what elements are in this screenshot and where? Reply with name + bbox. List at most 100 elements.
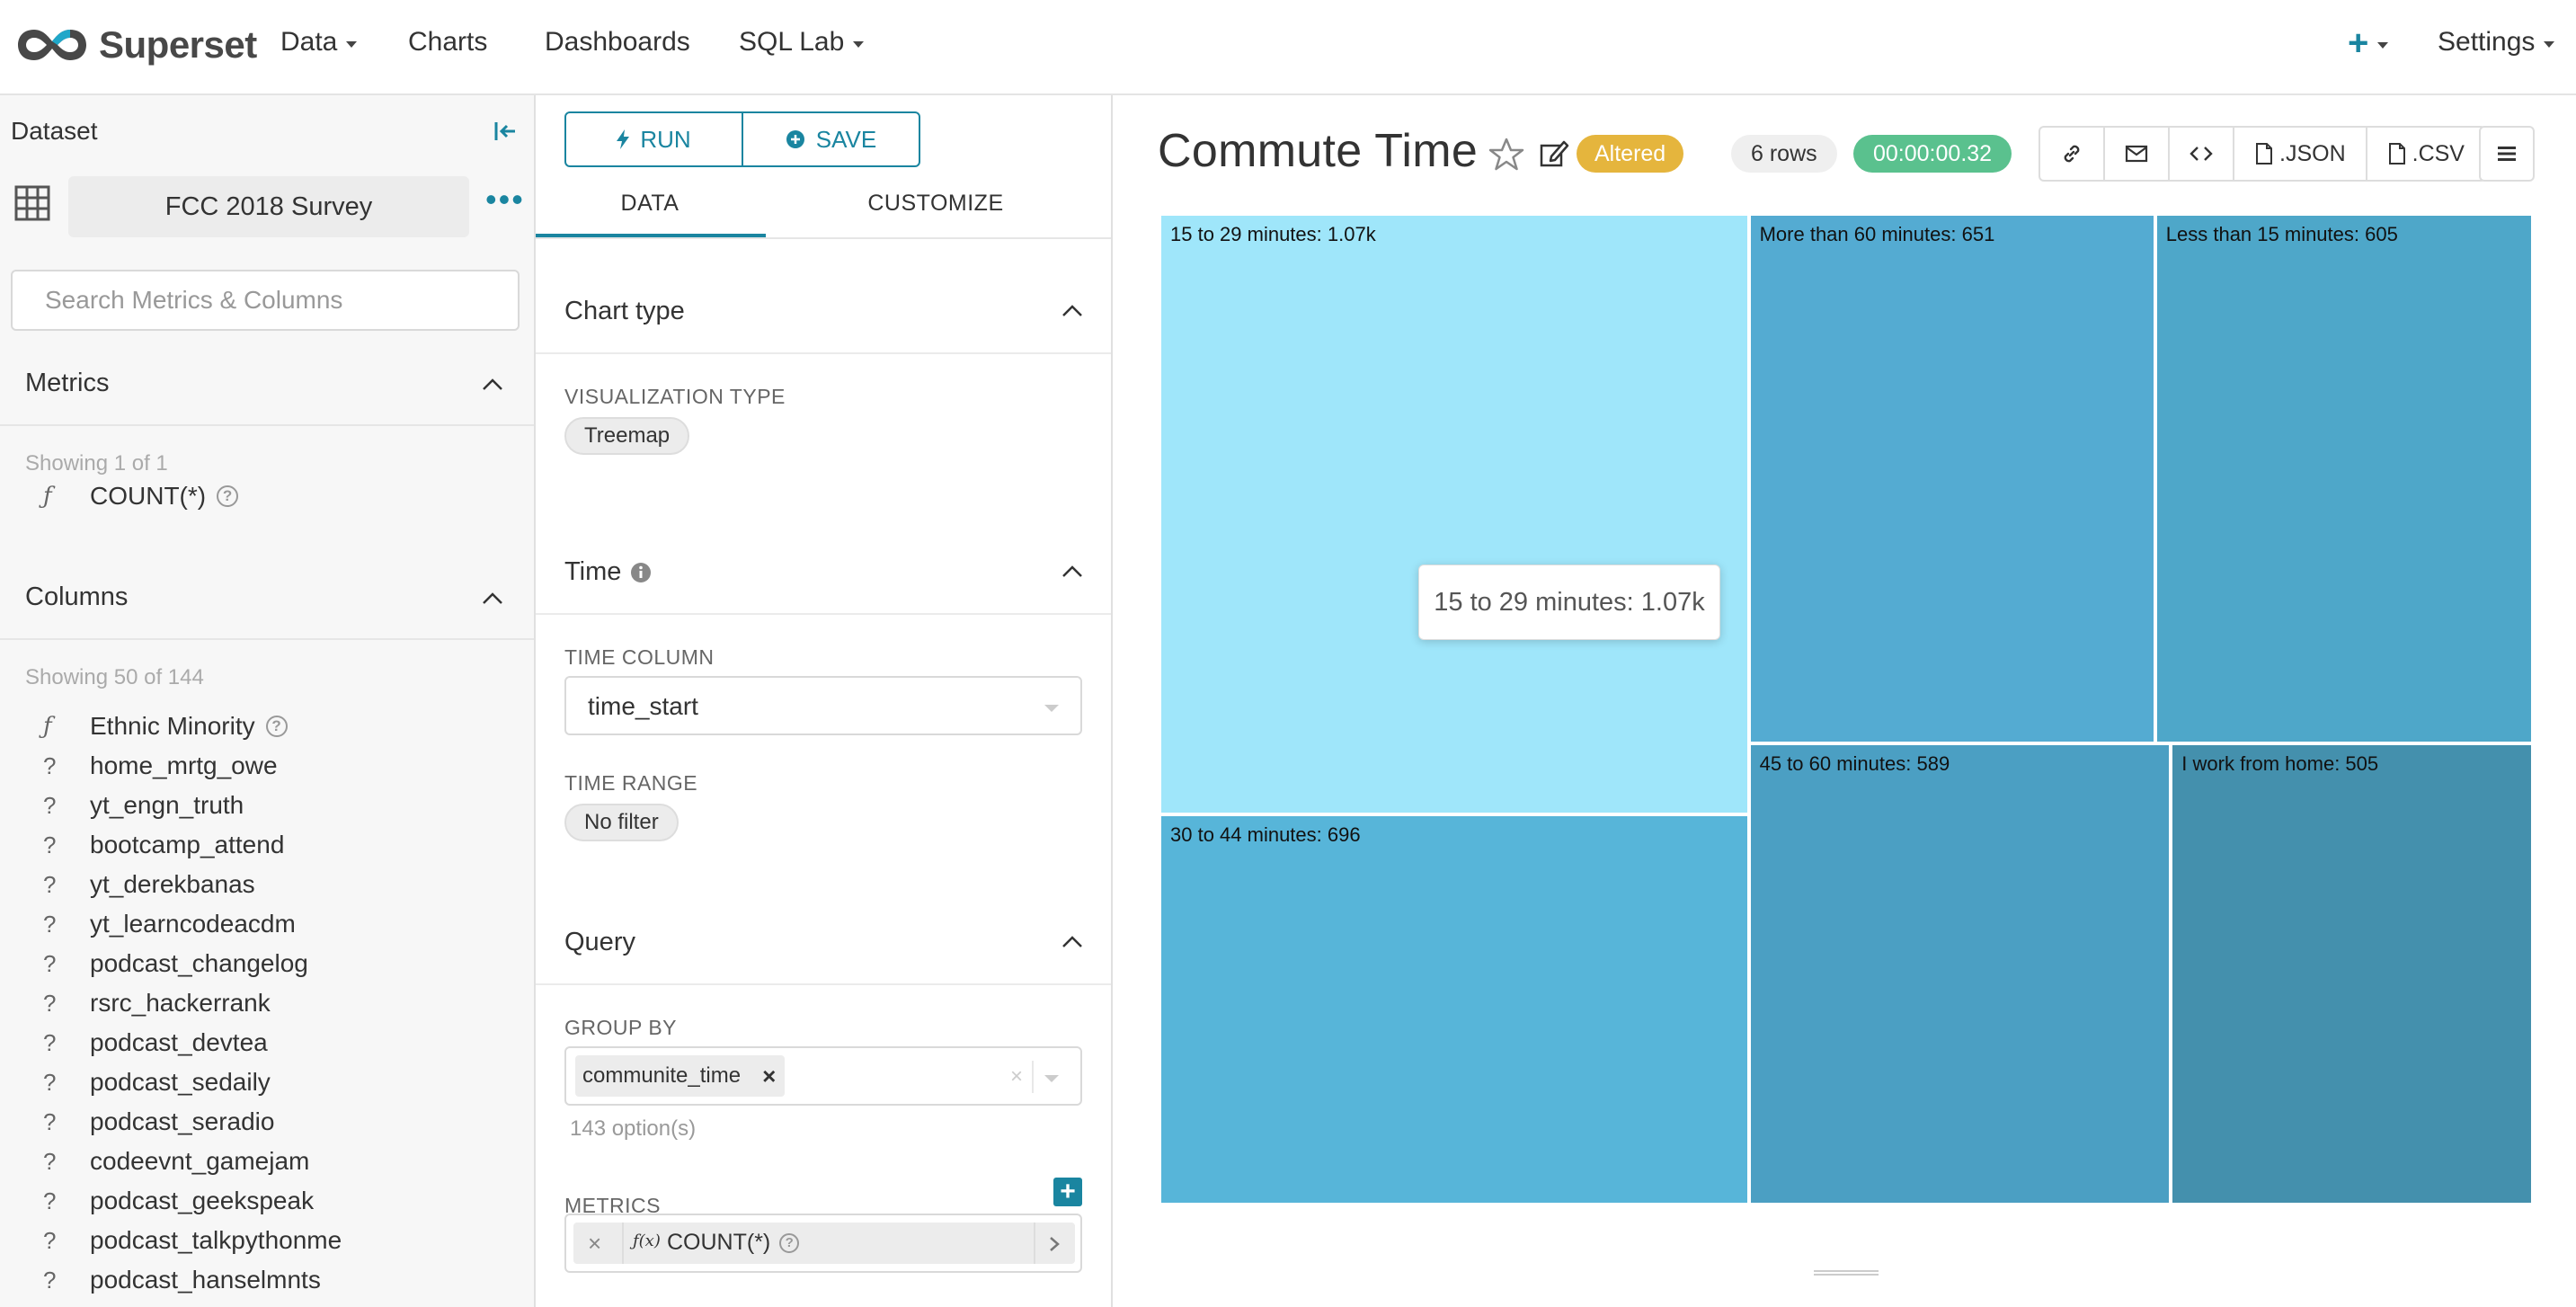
- nav-data-menu[interactable]: Data: [280, 27, 358, 58]
- dataset-name[interactable]: FCC 2018 Survey: [68, 176, 469, 237]
- run-save-group: RUN SAVE: [564, 111, 920, 167]
- metric-tag-label: COUNT(*) ?: [667, 1230, 800, 1256]
- chevron-up-icon[interactable]: [1061, 304, 1084, 318]
- time-column-select[interactable]: time_start: [564, 676, 1082, 735]
- chevron-up-icon[interactable]: [480, 376, 505, 392]
- add-metric-button[interactable]: +: [1053, 1178, 1082, 1206]
- top-navbar: Superset Data Charts Dashboards SQL Lab …: [0, 0, 2576, 95]
- caret-down-icon: [346, 40, 358, 48]
- caret-down-icon[interactable]: [1044, 1075, 1059, 1082]
- nav-sqllab-menu[interactable]: SQL Lab: [739, 27, 865, 58]
- copy-link-button[interactable]: [2040, 128, 2105, 180]
- unknown-type-icon: ?: [43, 1226, 57, 1254]
- column-item[interactable]: ? rsrc_hackerrank: [43, 985, 271, 1021]
- tab-data[interactable]: DATA: [620, 191, 680, 216]
- embed-code-button[interactable]: [2170, 128, 2234, 180]
- chevron-up-icon[interactable]: [480, 590, 505, 606]
- edit-icon[interactable]: [1539, 138, 1569, 169]
- column-item[interactable]: ƒ Ethnic Minority ?: [43, 708, 288, 744]
- nav-dashboards[interactable]: Dashboards: [545, 27, 690, 58]
- search-metrics-columns-input[interactable]: Search Metrics & Columns: [11, 270, 520, 331]
- metric-tag-name: COUNT(*): [667, 1230, 771, 1255]
- treemap-tile[interactable]: 30 to 44 minutes: 696: [1159, 814, 1749, 1205]
- time-section-header[interactable]: Time: [564, 557, 652, 587]
- treemap-tile-label: More than 60 minutes: 651: [1759, 223, 1995, 245]
- metric-name: COUNT(*): [90, 482, 207, 510]
- chevron-right-icon[interactable]: [1048, 1235, 1061, 1253]
- group-by-select[interactable]: communite_time × ×: [564, 1046, 1082, 1106]
- columns-section-header[interactable]: Columns: [25, 582, 129, 611]
- dataset-menu-icon[interactable]: •••: [485, 181, 525, 218]
- run-button[interactable]: RUN: [566, 113, 743, 165]
- treemap-tile[interactable]: 15 to 29 minutes: 1.07k: [1159, 214, 1749, 814]
- nav-settings-menu[interactable]: Settings: [2438, 27, 2555, 58]
- plus-circle-icon: [786, 130, 804, 148]
- column-name: yt_derekbanas: [90, 870, 255, 898]
- brand-name: Superset: [99, 23, 257, 66]
- column-item[interactable]: ? podcast_hanselmnts: [43, 1262, 321, 1298]
- remove-metric-icon[interactable]: ×: [588, 1230, 602, 1257]
- column-item[interactable]: ? podcast_changelog: [43, 946, 308, 982]
- column-name: podcast_seradio: [90, 1107, 275, 1135]
- file-icon: [2256, 143, 2272, 164]
- column-item[interactable]: ? podcast_sedaily: [43, 1064, 271, 1100]
- divider: [536, 983, 1111, 985]
- metric-item[interactable]: ƒ COUNT(*) ?: [43, 478, 239, 514]
- chevron-up-icon[interactable]: [1061, 565, 1084, 579]
- function-icon: ƒ(x): [633, 1231, 661, 1250]
- run-label: RUN: [640, 125, 691, 153]
- treemap-tile[interactable]: Less than 15 minutes: 605: [2154, 214, 2533, 743]
- export-json-button[interactable]: .JSON: [2234, 128, 2367, 180]
- mail-icon: [2125, 145, 2148, 163]
- metrics-section-header[interactable]: Metrics: [25, 369, 110, 397]
- export-csv-button[interactable]: .CSV: [2367, 128, 2484, 180]
- time-title: Time: [564, 557, 622, 586]
- column-item[interactable]: ? codeevnt_gamejam: [43, 1143, 309, 1179]
- resize-handle-icon[interactable]: [1814, 1269, 1879, 1276]
- column-item[interactable]: ? podcast_seradio: [43, 1104, 274, 1140]
- nav-charts[interactable]: Charts: [408, 27, 487, 58]
- select-separator: [1032, 1061, 1034, 1093]
- treemap-tile[interactable]: More than 60 minutes: 651: [1748, 214, 2155, 743]
- treemap-tile[interactable]: I work from home: 505: [2171, 742, 2533, 1205]
- new-item-menu[interactable]: +: [2348, 23, 2389, 64]
- treemap-tile-label: 15 to 29 minutes: 1.07k: [1170, 223, 1376, 245]
- unknown-type-icon: ?: [43, 831, 57, 858]
- column-item[interactable]: ? podcast_devtea: [43, 1025, 268, 1061]
- chart-title[interactable]: Commute Time: [1158, 125, 1479, 177]
- metric-tag[interactable]: × ƒ(x) COUNT(*) ?: [573, 1223, 1075, 1264]
- column-item[interactable]: ? podcast_talkpythonme: [43, 1223, 342, 1258]
- collapse-panel-icon[interactable]: [493, 119, 518, 144]
- viz-type-selector[interactable]: Treemap: [564, 417, 690, 455]
- query-title: Query: [564, 928, 635, 956]
- remove-tag-icon[interactable]: ×: [762, 1062, 777, 1089]
- brand[interactable]: Superset: [14, 20, 257, 70]
- column-item[interactable]: ? podcast_geekspeak: [43, 1183, 314, 1219]
- star-icon[interactable]: [1488, 137, 1524, 173]
- treemap-chart: 15 to 29 minutes: 1.07k 30 to 44 minutes:…: [1159, 214, 2533, 1205]
- chart-type-section-header[interactable]: Chart type: [564, 297, 685, 326]
- tag-separator: [622, 1223, 624, 1264]
- save-button[interactable]: SAVE: [743, 113, 919, 165]
- plus-icon: +: [2348, 23, 2369, 63]
- email-button[interactable]: [2105, 128, 2170, 180]
- column-item[interactable]: ? yt_learncodeacdm: [43, 906, 296, 942]
- column-item[interactable]: ? bootcamp_attend: [43, 827, 284, 863]
- unknown-type-icon: ?: [43, 910, 57, 938]
- clear-icon[interactable]: ×: [1009, 1064, 1023, 1089]
- query-section-header[interactable]: Query: [564, 928, 635, 957]
- info-icon: [631, 562, 652, 582]
- column-item[interactable]: ? home_mrtg_owe: [43, 748, 278, 784]
- chevron-up-icon[interactable]: [1061, 935, 1084, 949]
- divider: [0, 424, 534, 426]
- altered-badge[interactable]: Altered: [1577, 135, 1684, 173]
- divider: [536, 613, 1111, 615]
- time-range-selector[interactable]: No filter: [564, 804, 679, 841]
- column-item[interactable]: ? yt_derekbanas: [43, 867, 255, 902]
- column-item[interactable]: ? yt_engn_truth: [43, 787, 244, 823]
- treemap-tile[interactable]: 45 to 60 minutes: 589: [1748, 742, 2172, 1205]
- tab-customize[interactable]: CUSTOMIZE: [867, 191, 1004, 216]
- more-menu-button[interactable]: [2479, 126, 2535, 182]
- metrics-select[interactable]: × ƒ(x) COUNT(*) ?: [564, 1214, 1082, 1273]
- control-panel: RUN SAVE DATA CUSTOMIZE Chart type VISUA…: [536, 95, 1113, 1307]
